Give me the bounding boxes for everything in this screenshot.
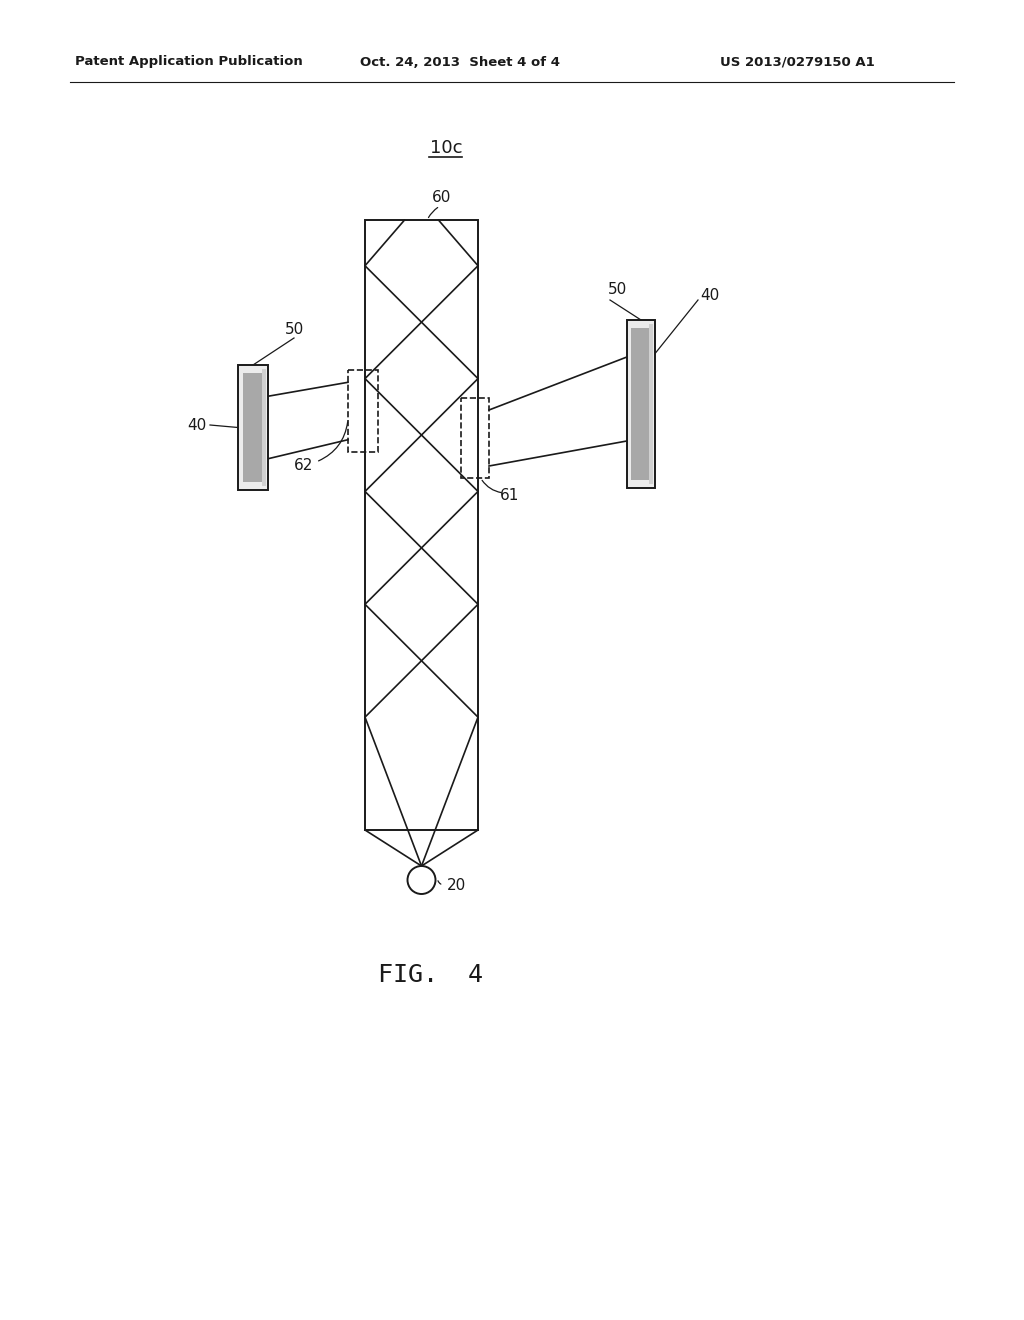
Bar [243, 374, 263, 482]
Bar [631, 327, 651, 480]
Bar [461, 399, 489, 478]
Text: Patent Application Publication: Patent Application Publication [75, 55, 303, 69]
Bar [238, 366, 268, 490]
Text: 61: 61 [500, 488, 519, 503]
Text: 10c: 10c [430, 139, 463, 157]
Text: 40: 40 [700, 288, 719, 302]
Text: 50: 50 [285, 322, 304, 338]
Bar [365, 220, 478, 830]
Circle shape [408, 866, 435, 894]
Text: 62: 62 [294, 458, 313, 473]
Text: 40: 40 [187, 417, 207, 433]
Bar [649, 323, 653, 484]
Bar [348, 370, 378, 451]
Text: FIG.  4: FIG. 4 [378, 964, 482, 987]
Text: 50: 50 [608, 282, 628, 297]
Text: 60: 60 [432, 190, 452, 206]
Bar [627, 319, 655, 488]
Bar [262, 370, 266, 486]
Text: Oct. 24, 2013  Sheet 4 of 4: Oct. 24, 2013 Sheet 4 of 4 [360, 55, 560, 69]
Text: 20: 20 [446, 878, 466, 892]
Text: US 2013/0279150 A1: US 2013/0279150 A1 [720, 55, 874, 69]
